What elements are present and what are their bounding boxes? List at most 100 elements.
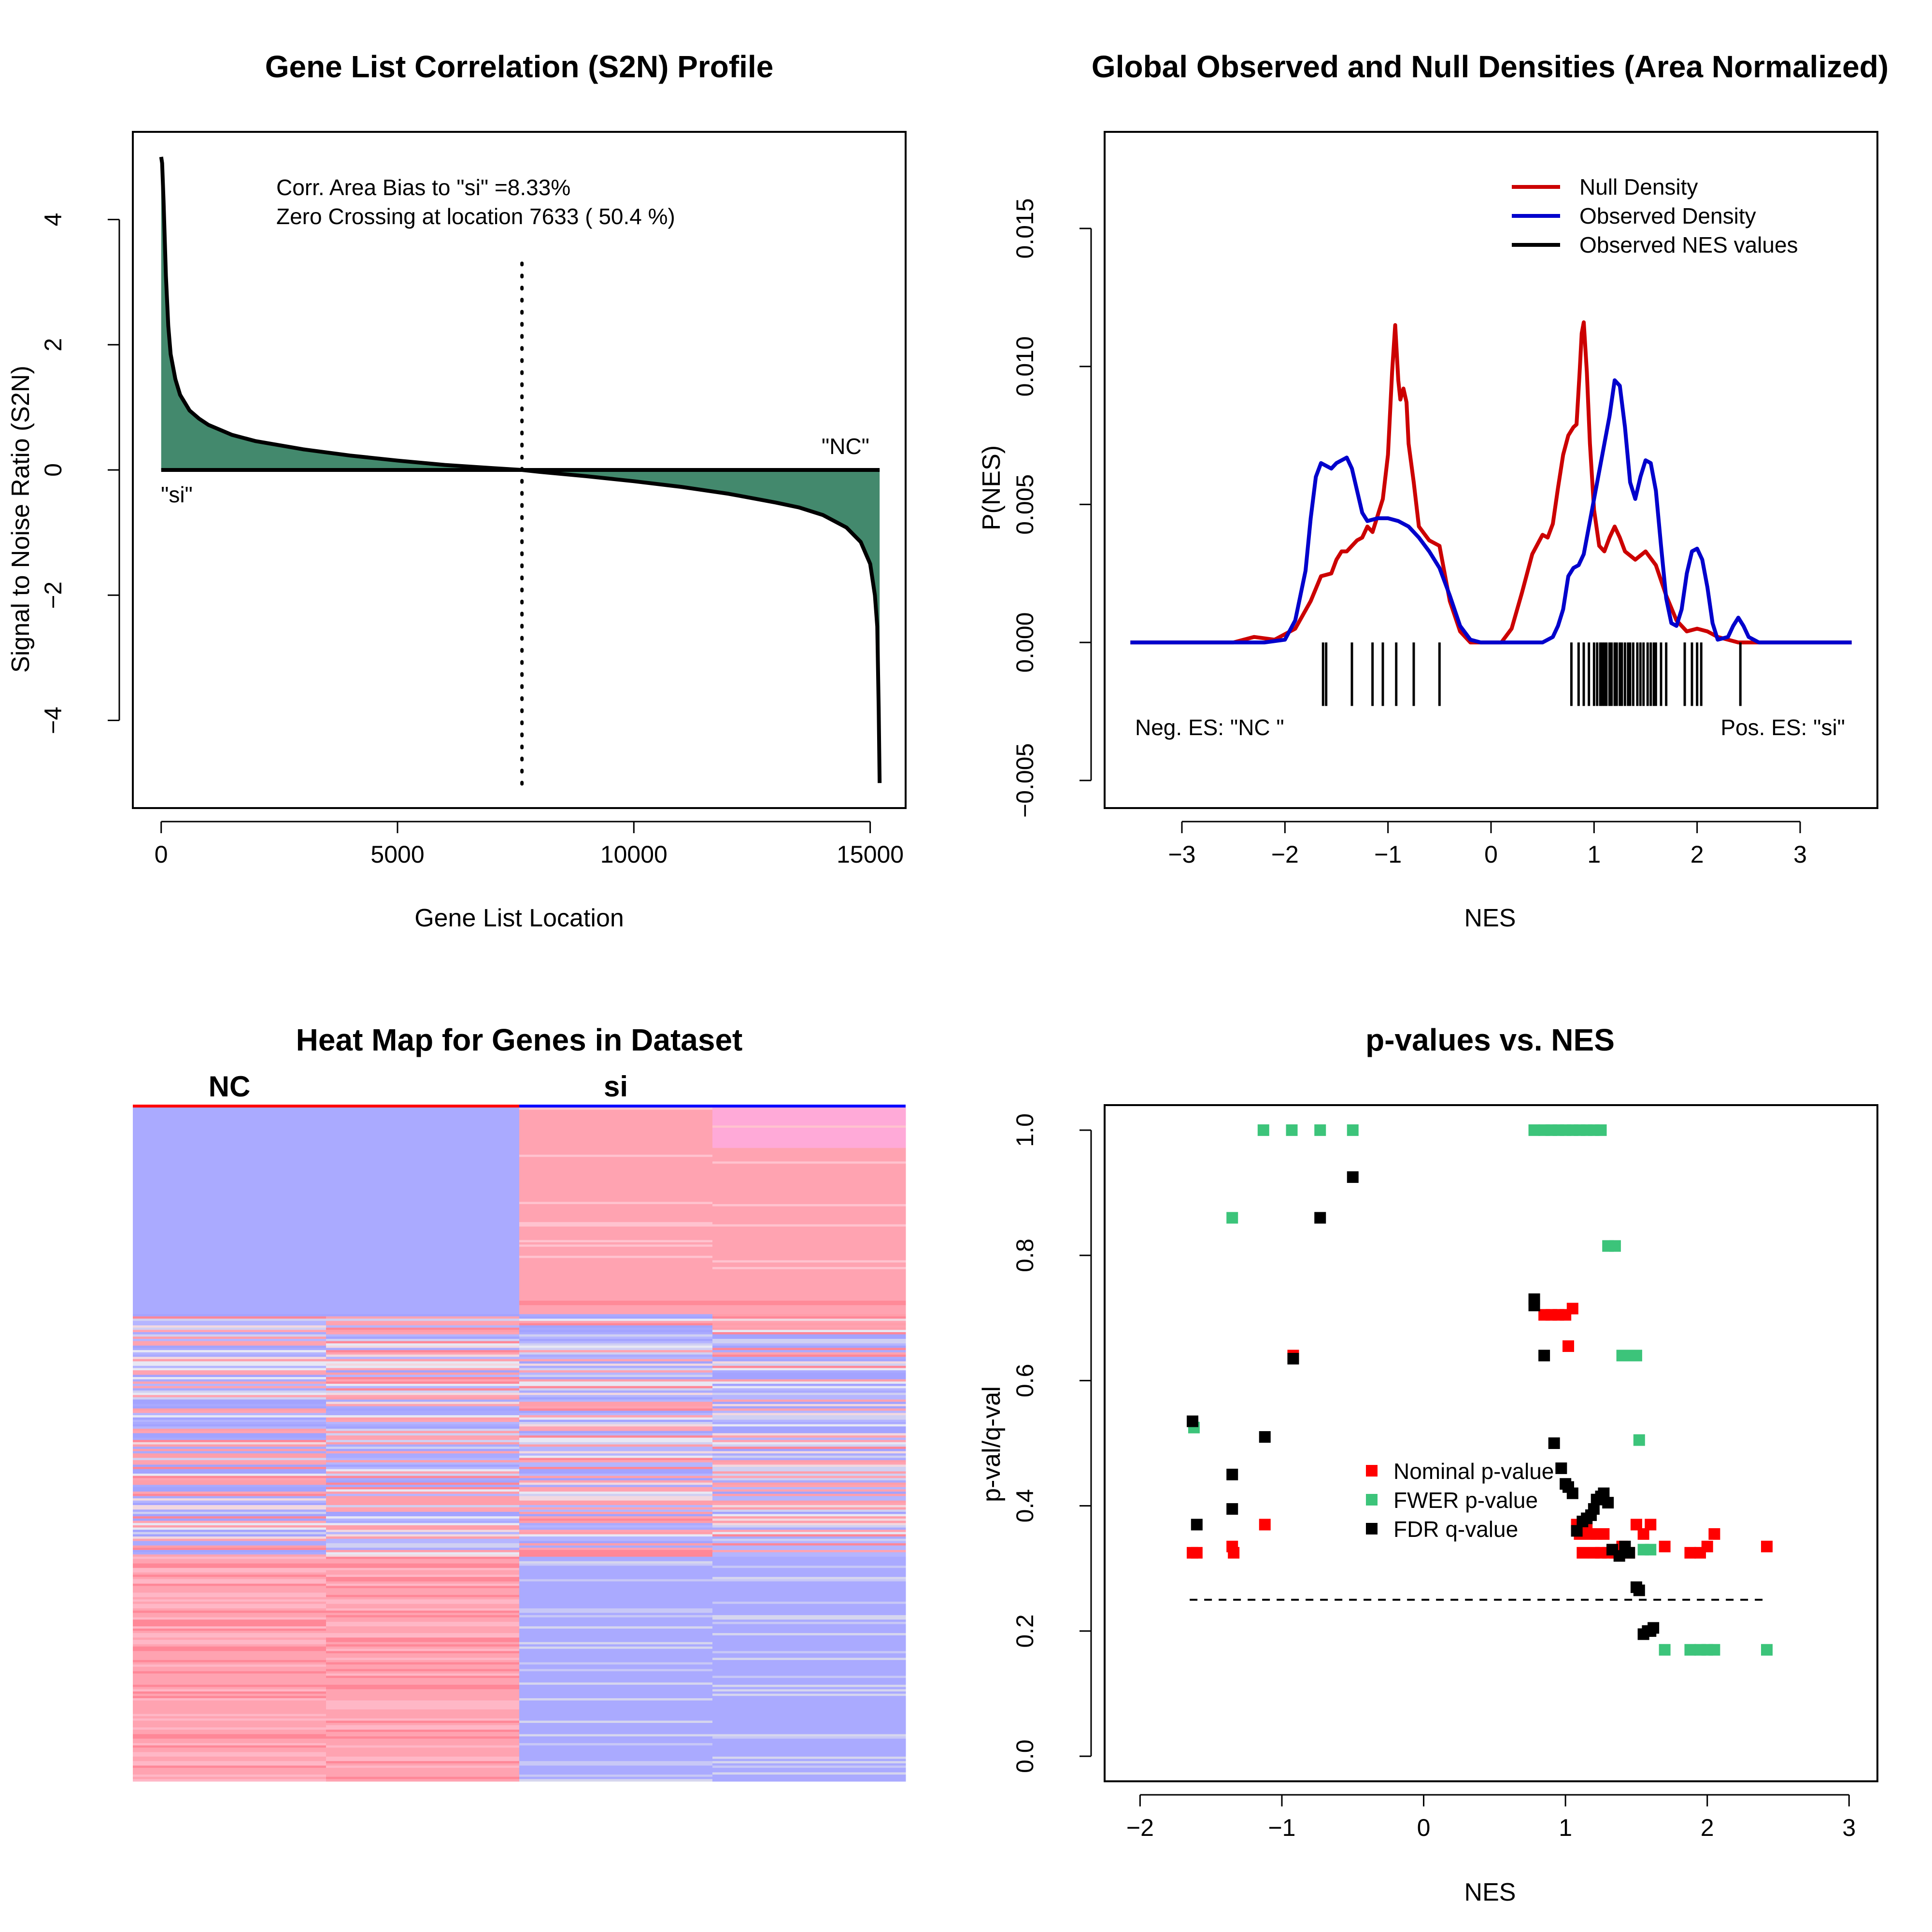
heatmap-cell <box>133 1343 327 1346</box>
heatmap-cell <box>519 1541 713 1544</box>
heatmap-cell <box>712 1262 906 1265</box>
heatmap-cell <box>133 1545 327 1548</box>
heatmap-cell <box>133 1262 327 1265</box>
heatmap-cell <box>133 1188 327 1191</box>
heatmap-cell <box>519 1548 713 1550</box>
heatmap-cell <box>519 1343 713 1346</box>
heatmap-cell <box>519 1613 713 1616</box>
heatmap-cell <box>712 1377 906 1380</box>
s2n-xlabel: Gene List Location <box>414 904 624 932</box>
heatmap-cell <box>326 1406 520 1409</box>
heatmap-cell <box>519 1392 713 1395</box>
heatmap-cell <box>712 1541 906 1544</box>
heatmap-cell <box>712 1402 906 1405</box>
heatmap-cell <box>326 1631 520 1634</box>
heatmap-cell <box>712 1177 906 1180</box>
heatmap-cell <box>133 1191 327 1193</box>
heatmap-cell <box>326 1255 520 1259</box>
heatmap-cell <box>133 1640 327 1643</box>
s2n-x-tick-label: 10000 <box>600 841 668 868</box>
pval-x-tick-label: 3 <box>1842 1814 1856 1841</box>
heatmap-cell <box>326 1165 520 1169</box>
heatmap-cell <box>712 1550 906 1553</box>
heatmap-cell <box>519 1637 713 1640</box>
heatmap-cell <box>519 1577 713 1580</box>
heatmap-cell <box>712 1545 906 1548</box>
heatmap-cell <box>712 1467 906 1470</box>
heatmap-cell <box>326 1473 520 1477</box>
heatmap-cell <box>519 1381 713 1384</box>
heatmap-cell <box>326 1274 520 1277</box>
legend-label-fwer: FWER p-value <box>1393 1488 1538 1513</box>
heatmap-cell <box>133 1763 327 1766</box>
heatmap-cell <box>519 1402 713 1405</box>
heatmap-cell <box>712 1698 906 1701</box>
heatmap-cell <box>326 1181 520 1184</box>
heatmap-cell <box>712 1305 906 1308</box>
heatmap-cell <box>519 1575 713 1577</box>
heatmap-cell <box>519 1321 713 1323</box>
heatmap-cell <box>133 1689 327 1692</box>
heatmap-cell <box>326 1179 520 1182</box>
heatmap-cell <box>519 1220 713 1222</box>
heatmap-cell <box>712 1399 906 1402</box>
heatmap-cell <box>133 1621 327 1625</box>
heatmap-cell <box>712 1175 906 1178</box>
heatmap-cell <box>712 1327 906 1330</box>
heatmap-cell <box>133 1588 327 1591</box>
heatmap-cell <box>712 1613 906 1616</box>
heatmap-cell <box>133 1327 327 1330</box>
heatmap-cell <box>519 1586 713 1589</box>
heatmap-cell <box>326 1482 520 1485</box>
heatmap-cell <box>519 1428 713 1432</box>
heatmap-cell <box>326 1716 520 1719</box>
heatmap-cell <box>712 1136 906 1139</box>
heatmap-cell <box>712 1538 906 1542</box>
heatmap-cell <box>326 1503 520 1506</box>
heatmap-cell <box>326 1233 520 1236</box>
heatmap-cell <box>712 1348 906 1350</box>
heatmap-cell <box>326 1323 520 1326</box>
heatmap-cell <box>133 1451 327 1454</box>
heatmap-cell <box>133 1264 327 1267</box>
heatmap-cell <box>519 1364 713 1366</box>
heatmap-cell <box>712 1516 906 1519</box>
panel-heatmap: Heat Map for Genes in Dataset NC si <box>133 1023 906 1782</box>
heatmap-cell <box>326 1664 520 1667</box>
heatmap-cell <box>519 1559 713 1562</box>
heatmap-cell <box>712 1631 906 1634</box>
heatmap-cell <box>133 1572 327 1575</box>
heatmap-cell <box>133 1395 327 1398</box>
heatmap-cell <box>519 1388 713 1391</box>
heatmap-cell <box>519 1350 713 1353</box>
heatmap-cell <box>519 1631 713 1634</box>
heatmap-cell <box>712 1395 906 1398</box>
heatmap-cell <box>519 1473 713 1477</box>
heatmap-cell <box>133 1707 327 1710</box>
fdr-q-point <box>1226 1468 1238 1480</box>
heatmap-cell <box>519 1725 713 1728</box>
heatmap-cell <box>133 1478 327 1481</box>
heatmap-cell <box>133 1752 327 1755</box>
heatmap-cell <box>133 1164 327 1166</box>
pval-xlabel: NES <box>1464 1878 1516 1906</box>
heatmap-cell <box>133 1615 327 1618</box>
density-neg-es-label: Neg. ES: "NC " <box>1135 715 1284 740</box>
heatmap-cell <box>519 1763 713 1766</box>
heatmap-cell <box>326 1368 520 1371</box>
heatmap-cell <box>712 1685 906 1688</box>
heatmap-cell <box>133 1527 327 1530</box>
heatmap-cell <box>133 1503 327 1506</box>
heatmap-cell <box>712 1134 906 1137</box>
heatmap-cell <box>712 1264 906 1267</box>
nominal-p-point <box>1577 1547 1589 1559</box>
heatmap-cell <box>133 1114 327 1117</box>
heatmap-cell <box>326 1552 520 1555</box>
heatmap-cell <box>712 1705 906 1708</box>
heatmap-cell <box>326 1469 520 1472</box>
heatmap-cell <box>326 1437 520 1440</box>
heatmap-cell <box>519 1545 713 1548</box>
heatmap-cell <box>712 1364 906 1366</box>
heatmap-cell <box>133 1278 327 1281</box>
heatmap-cell <box>519 1168 713 1171</box>
